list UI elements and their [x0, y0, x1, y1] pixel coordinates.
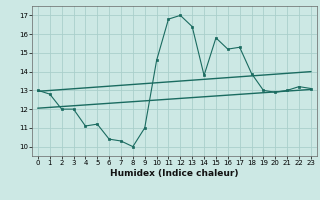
X-axis label: Humidex (Indice chaleur): Humidex (Indice chaleur) — [110, 169, 239, 178]
